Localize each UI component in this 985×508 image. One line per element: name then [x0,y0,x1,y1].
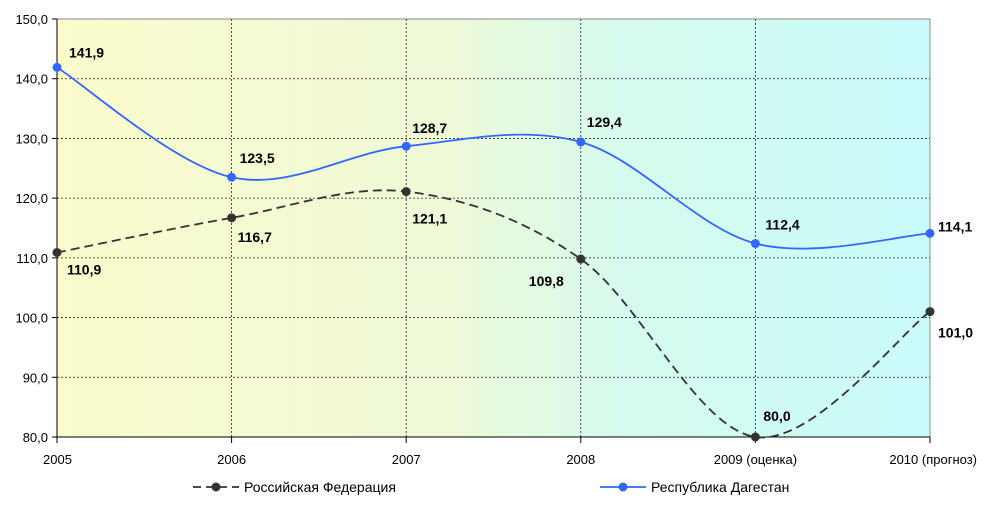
legend-label-republic-dagestan: Республика Дагестан [651,479,789,495]
series-line-russian-federation [56,189,931,439]
x-tick-label: 2006 [217,452,246,467]
data-point-republic-dagestan [576,137,586,147]
data-label-republic-dagestan: 141,9 [69,44,104,60]
data-point-russian-federation [576,254,586,264]
x-tick-label: 2008 [566,452,595,467]
legend-marker-russian-federation [211,482,221,492]
x-tick-label: 2009 (оценка) [714,452,797,467]
data-labels: 110,9 116,7 121,1 109,8 80,0 101,0 141,9 123,5 1… [67,44,973,424]
y-tick-label: 80,0 [23,430,48,445]
data-label-russian-federation: 121,1 [412,211,447,227]
data-label-republic-dagestan: 123,5 [240,150,275,166]
data-label-republic-dagestan: 114,1 [938,218,972,234]
grid-lines [57,19,930,437]
series-line-republic-dagestan [56,66,931,250]
y-tick-label: 110,0 [16,251,48,266]
legend-marker-republic-dagestan [618,482,628,492]
y-tick-label: 100,0 [15,311,48,326]
data-point-russian-federation [750,432,760,442]
data-label-republic-dagestan: 128,7 [412,120,447,136]
plot-area [56,18,931,438]
x-tick-label: 2005 [43,452,72,467]
y-tick-label: 130,0 [15,131,48,146]
data-point-republic-dagestan [52,62,62,72]
legend-label-russian-federation: Российская Федерация [244,479,396,495]
data-label-russian-federation: 80,0 [763,408,790,424]
data-point-republic-dagestan [401,141,411,151]
x-tick-label: 2007 [392,452,421,467]
x-axis: 2005 2006 2007 2008 2009 (оценка) 2010 (прогн… [43,436,977,467]
data-label-russian-federation: 110,9 [67,261,101,277]
y-tick-label: 120,0 [15,191,48,206]
data-point-republic-dagestan [925,228,935,238]
legend: Российская Федерация Республика Дагестан [193,479,789,495]
data-label-russian-federation: 116,7 [238,229,272,245]
data-label-russian-federation: 101,0 [938,325,973,341]
y-tick-label: 140,0 [15,72,48,87]
y-tick-label: 150,0 [15,12,48,27]
x-tick-label: 2010 (прогноз) [889,452,977,467]
data-point-russian-federation [401,187,411,197]
data-label-republic-dagestan: 129,4 [587,114,622,130]
data-label-republic-dagestan: 112,4 [765,217,799,233]
data-point-republic-dagestan [750,239,760,249]
data-label-russian-federation: 109,8 [529,273,564,289]
data-point-russian-federation [925,307,935,317]
data-point-republic-dagestan [227,172,237,182]
y-tick-label: 90,0 [23,370,48,385]
data-point-russian-federation [52,247,62,257]
series-group [52,62,935,442]
y-axis: 80,0 90,0 100,0 110,0 120,0 130,0 140,0 150,0 [15,12,58,445]
data-point-russian-federation [227,213,237,223]
